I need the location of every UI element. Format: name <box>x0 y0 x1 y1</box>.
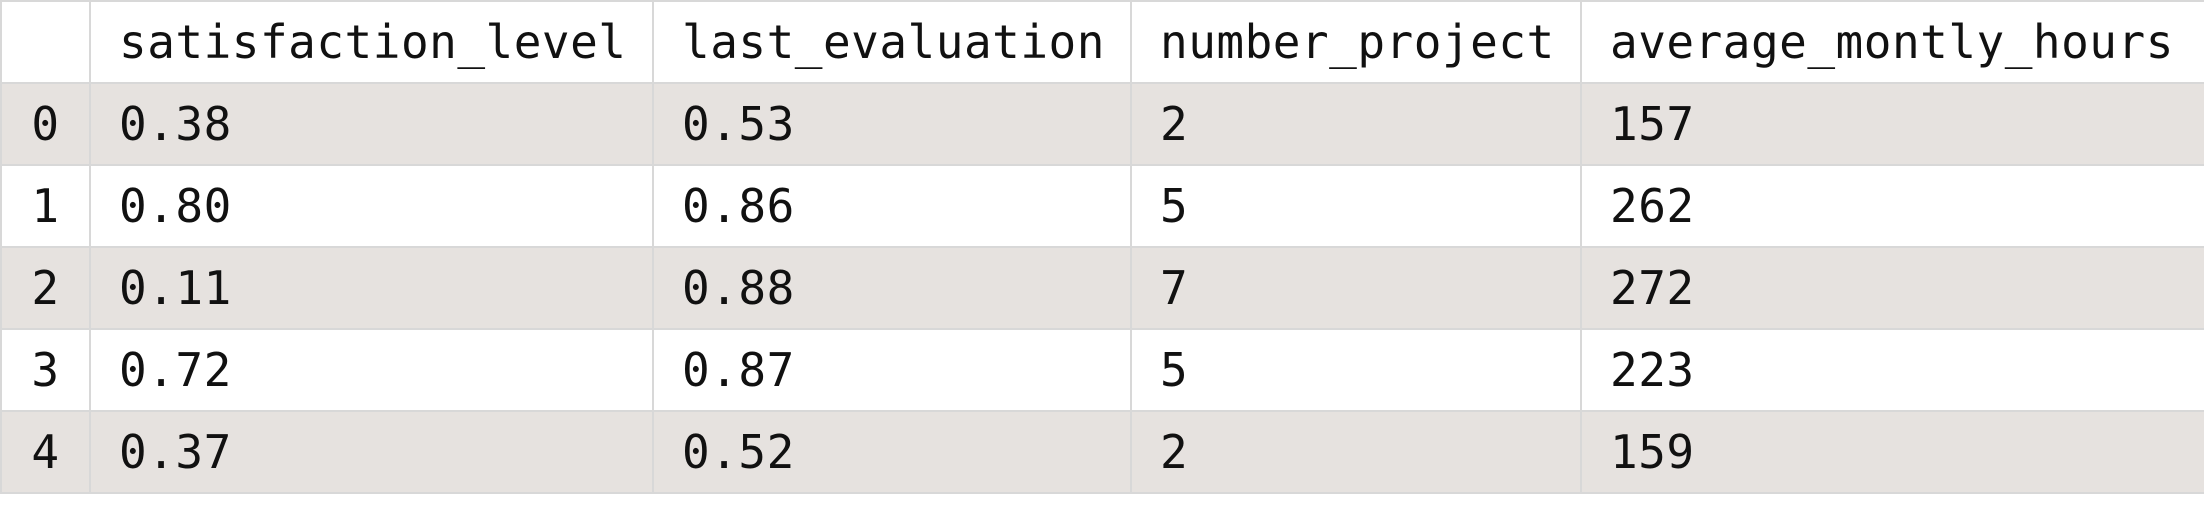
index-header <box>0 0 91 84</box>
table-cell: 0.72 <box>89 328 654 412</box>
table-cell: 5 <box>1130 328 1582 412</box>
row-index: 0 <box>0 82 91 166</box>
data-table: satisfaction_level last_evaluation numbe… <box>0 0 2204 494</box>
table-row: 0 0.38 0.53 2 157 <box>0 82 2204 166</box>
table-cell: 159 <box>1580 410 2204 494</box>
row-index: 4 <box>0 410 91 494</box>
row-index: 1 <box>0 164 91 248</box>
table-row: 2 0.11 0.88 7 272 <box>0 246 2204 330</box>
table-cell: 0.53 <box>652 82 1132 166</box>
table-row: 3 0.72 0.87 5 223 <box>0 328 2204 412</box>
table-cell: 272 <box>1580 246 2204 330</box>
table-cell: 0.52 <box>652 410 1132 494</box>
table-cell: 0.11 <box>89 246 654 330</box>
table-cell: 157 <box>1580 82 2204 166</box>
table-cell: 0.37 <box>89 410 654 494</box>
table-cell: 262 <box>1580 164 2204 248</box>
table-row: 4 0.37 0.52 2 159 <box>0 410 2204 494</box>
table-cell: 2 <box>1130 410 1582 494</box>
table-cell: 7 <box>1130 246 1582 330</box>
table-cell: 2 <box>1130 82 1582 166</box>
table-cell: 0.87 <box>652 328 1132 412</box>
table-row: 1 0.80 0.86 5 262 <box>0 164 2204 248</box>
row-index: 2 <box>0 246 91 330</box>
table-cell: 5 <box>1130 164 1582 248</box>
table-cell: 0.80 <box>89 164 654 248</box>
table-cell: 0.88 <box>652 246 1132 330</box>
table-cell: 0.86 <box>652 164 1132 248</box>
table-cell: 0.38 <box>89 82 654 166</box>
column-header-last-evaluation: last_evaluation <box>652 0 1132 84</box>
column-header-average-montly-hours: average_montly_hours <box>1580 0 2204 84</box>
header-row: satisfaction_level last_evaluation numbe… <box>0 0 2204 84</box>
column-header-number-project: number_project <box>1130 0 1582 84</box>
column-header-satisfaction-level: satisfaction_level <box>89 0 654 84</box>
row-index: 3 <box>0 328 91 412</box>
table-cell: 223 <box>1580 328 2204 412</box>
